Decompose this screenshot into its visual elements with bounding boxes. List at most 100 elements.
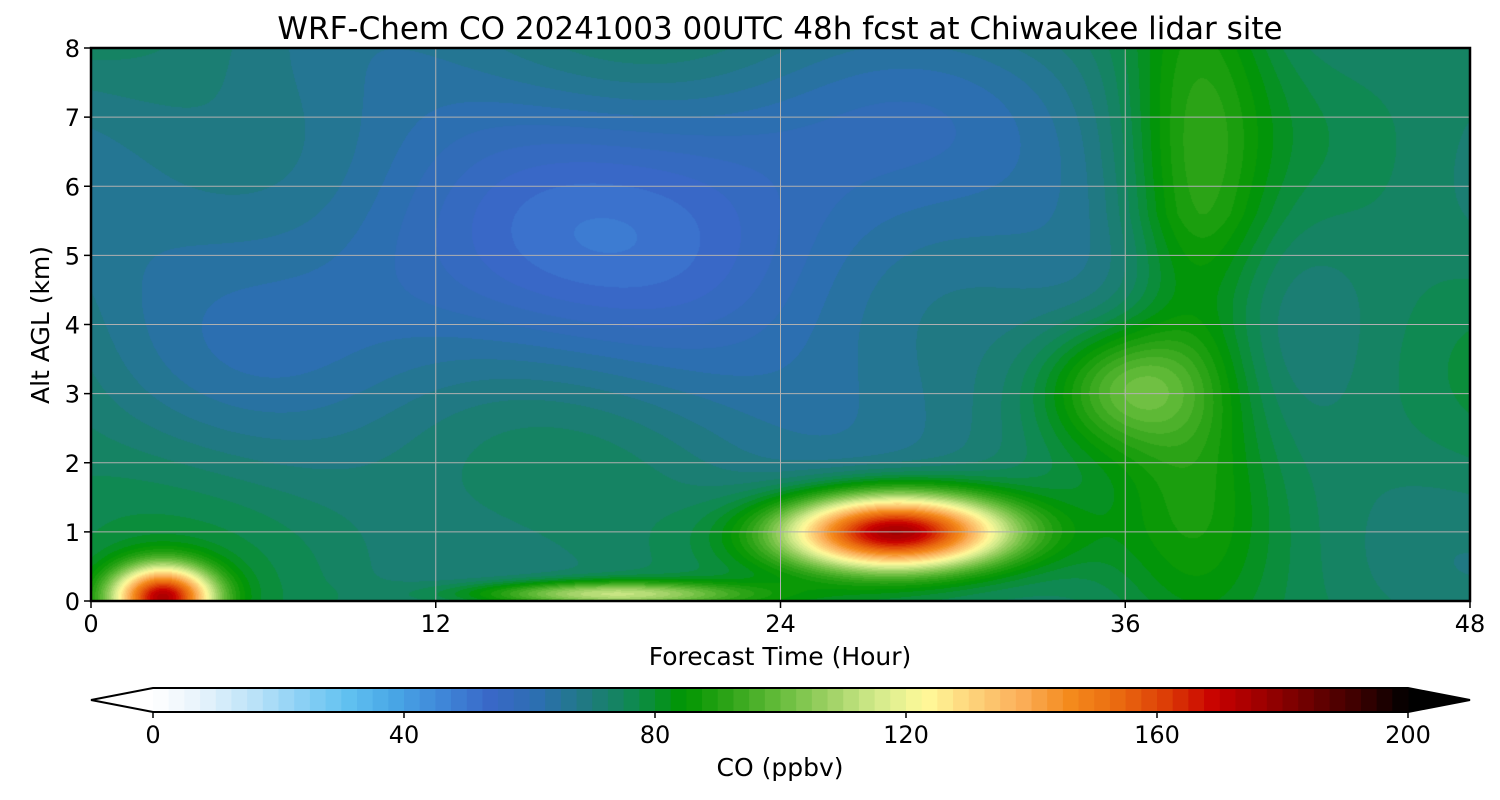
colorbar-under-extend xyxy=(91,688,153,712)
colorbar-swatch xyxy=(968,688,986,712)
colorbar-swatch xyxy=(325,688,342,712)
colorbar-swatch xyxy=(921,688,938,712)
colorbar-tick-label: 0 xyxy=(145,721,160,749)
colorbar-swatch xyxy=(1204,688,1221,712)
colorbar-swatch xyxy=(388,688,405,712)
colorbar-swatch xyxy=(1329,688,1346,712)
colorbar-swatch xyxy=(513,688,531,712)
y-tick-label: 8 xyxy=(65,35,80,63)
colorbar-swatch xyxy=(811,688,829,712)
colorbar-tick-label: 160 xyxy=(1134,721,1180,749)
colorbar-swatch xyxy=(1031,688,1048,712)
y-tick-label: 3 xyxy=(65,381,80,409)
colorbar-swatch xyxy=(372,688,389,712)
colorbar-swatch xyxy=(529,688,546,712)
colorbar-swatch xyxy=(231,688,248,712)
colorbar-swatch xyxy=(1392,688,1409,712)
colorbar-swatch xyxy=(858,688,876,712)
colorbar-swatch xyxy=(560,688,578,712)
colorbar-swatch xyxy=(451,688,468,712)
colorbar-tick-label: 80 xyxy=(640,721,671,749)
colorbar-swatch xyxy=(655,688,672,712)
colorbar-swatch xyxy=(874,688,891,712)
colorbar-swatch xyxy=(576,688,593,712)
y-tick-label: 0 xyxy=(65,588,80,616)
colorbar-swatch xyxy=(1345,688,1362,712)
colorbar-swatch xyxy=(937,688,954,712)
colorbar-swatch xyxy=(1109,688,1127,712)
colorbar-swatch xyxy=(545,688,562,712)
colorbar-swatch xyxy=(247,688,264,712)
colorbar-swatch xyxy=(168,688,185,712)
colorbar-swatch xyxy=(1125,688,1142,712)
colorbar-swatch xyxy=(906,688,923,712)
colorbar-swatch xyxy=(1298,688,1315,712)
y-tick-label: 5 xyxy=(65,242,80,270)
colorbar-swatch xyxy=(419,688,436,712)
colorbar-swatch xyxy=(278,688,295,712)
colorbar-swatch xyxy=(262,688,280,712)
colorbar-swatch xyxy=(843,688,860,712)
x-tick-label: 24 xyxy=(765,610,796,638)
colorbar-swatch xyxy=(1047,688,1064,712)
colorbar-swatch xyxy=(1188,688,1205,712)
colorbar-tick-label: 200 xyxy=(1385,721,1431,749)
colorbar-swatch xyxy=(733,688,750,712)
colorbar-swatch xyxy=(717,688,735,712)
x-tick-label: 48 xyxy=(1455,610,1486,638)
colorbar-swatch xyxy=(796,688,813,712)
colorbar-swatch xyxy=(1157,688,1174,712)
colorbar-swatch xyxy=(294,688,311,712)
y-tick-label: 2 xyxy=(65,450,80,478)
x-tick-label: 0 xyxy=(83,610,98,638)
colorbar-swatch xyxy=(890,688,907,712)
colorbar-swatch xyxy=(1376,688,1393,712)
y-axis-label: Alt AGL (km) xyxy=(26,246,55,404)
colorbar-swatch xyxy=(1000,688,1017,712)
chart-title: WRF-Chem CO 20241003 00UTC 48h fcst at C… xyxy=(277,11,1282,47)
y-axis: 0 1 2 3 4 5 6 7 8 xyxy=(65,35,91,616)
x-axis-label: Forecast Time (Hour) xyxy=(649,642,912,671)
colorbar-swatch xyxy=(341,688,358,712)
colorbar-swatch xyxy=(184,688,201,712)
colorbar-swatch xyxy=(498,688,515,712)
plot-area xyxy=(91,48,1470,601)
colorbar-swatch xyxy=(435,688,452,712)
colorbar: 0 40 80 120 160 200 xyxy=(90,687,1471,749)
colorbar-swatch xyxy=(200,688,217,712)
colorbar-swatch xyxy=(1141,688,1158,712)
colorbar-swatch xyxy=(309,688,327,712)
colorbar-label: CO (ppbv) xyxy=(717,753,844,782)
colorbar-swatch xyxy=(1360,688,1378,712)
colorbar-swatch xyxy=(1282,688,1299,712)
x-axis: 0 12 24 36 48 xyxy=(83,601,1485,638)
colorbar-swatch xyxy=(404,688,421,712)
colorbar-swatch xyxy=(1062,688,1080,712)
y-tick-label: 4 xyxy=(65,312,80,340)
colorbar-swatch xyxy=(984,688,1001,712)
colorbar-swatch xyxy=(1015,688,1033,712)
colorbar-swatch xyxy=(607,688,625,712)
colorbar-swatch xyxy=(466,688,484,712)
colorbar-swatch xyxy=(356,688,374,712)
colorbar-swatch xyxy=(1251,688,1268,712)
colorbar-over-extend xyxy=(1408,688,1470,712)
colorbar-swatch xyxy=(215,688,233,712)
x-tick-label: 36 xyxy=(1110,610,1141,638)
colorbar-swatch xyxy=(482,688,499,712)
colorbar-swatch xyxy=(639,688,656,712)
colorbar-swatch xyxy=(702,688,719,712)
colorbar-swatch xyxy=(1094,688,1111,712)
grid-lines xyxy=(91,48,1470,601)
colorbar-swatch xyxy=(153,688,170,712)
colorbar-swatch xyxy=(623,688,640,712)
colorbar-swatch xyxy=(1219,688,1237,712)
colorbar-swatch xyxy=(1313,688,1331,712)
y-tick-label: 6 xyxy=(65,173,80,201)
colorbar-swatch xyxy=(1266,688,1284,712)
y-tick-label: 7 xyxy=(65,104,80,132)
colorbar-swatch xyxy=(953,688,970,712)
colorbar-swatch xyxy=(1078,688,1095,712)
colorbar-swatch xyxy=(1172,688,1189,712)
